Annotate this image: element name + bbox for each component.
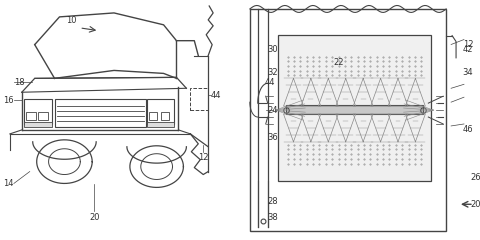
Bar (37, 112, 48, 120)
Text: 34: 34 (463, 68, 473, 77)
Bar (191, 88, 208, 110)
Text: 46: 46 (463, 126, 473, 134)
Bar (55, 99, 146, 127)
Bar (147, 99, 175, 124)
Text: 30: 30 (267, 45, 278, 54)
Text: 16: 16 (2, 96, 13, 105)
Text: 44: 44 (211, 91, 221, 100)
Bar (286, 105, 423, 114)
Text: 20: 20 (89, 213, 99, 222)
Bar (24, 99, 51, 124)
Text: 24: 24 (267, 106, 278, 114)
Text: 32: 32 (267, 68, 278, 77)
Text: 38: 38 (267, 213, 278, 222)
Bar (277, 35, 431, 181)
Text: 14: 14 (3, 179, 13, 188)
Text: 42: 42 (463, 45, 473, 54)
Text: 10: 10 (66, 16, 77, 25)
Bar (26, 112, 36, 120)
Bar (147, 122, 175, 127)
Bar (161, 112, 168, 120)
Text: 22: 22 (334, 58, 344, 67)
Bar (149, 112, 156, 120)
Text: 28: 28 (267, 197, 278, 206)
Text: 12: 12 (198, 153, 208, 162)
Text: 12: 12 (463, 40, 473, 49)
Text: 36: 36 (267, 133, 278, 142)
Bar (24, 122, 51, 127)
Text: 20: 20 (470, 200, 480, 209)
Text: 26: 26 (470, 173, 480, 182)
Text: 44: 44 (264, 78, 275, 87)
Bar (250, 9, 446, 231)
Text: 18: 18 (14, 78, 25, 87)
